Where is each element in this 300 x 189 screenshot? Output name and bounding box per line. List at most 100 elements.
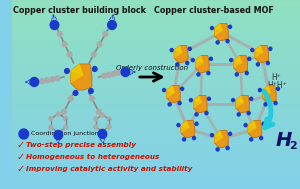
Bar (12, 29, 300, 30)
Polygon shape (234, 56, 248, 72)
Bar (12, 140, 300, 141)
Bar (12, 15, 300, 16)
Bar (12, 142, 300, 143)
Circle shape (176, 63, 179, 66)
Circle shape (68, 96, 73, 101)
Bar (12, 86, 300, 87)
Bar (12, 9, 300, 10)
Polygon shape (248, 121, 256, 128)
Polygon shape (71, 71, 83, 83)
Bar (12, 128, 300, 129)
Circle shape (94, 125, 98, 129)
Circle shape (195, 113, 198, 116)
Polygon shape (236, 100, 244, 108)
Bar (12, 174, 300, 175)
Bar (12, 27, 300, 28)
Bar (12, 129, 300, 130)
Circle shape (264, 103, 267, 106)
Circle shape (92, 52, 96, 57)
Bar (12, 50, 300, 51)
Bar (12, 143, 300, 144)
Circle shape (30, 77, 39, 87)
Text: Homogeneous to heterogeneous: Homogeneous to heterogeneous (26, 154, 159, 160)
Bar (12, 183, 300, 184)
Polygon shape (174, 50, 182, 58)
Bar (12, 179, 300, 180)
Polygon shape (195, 56, 203, 63)
Bar (12, 166, 300, 167)
Bar (12, 109, 300, 110)
Bar (12, 97, 300, 98)
Polygon shape (194, 96, 207, 112)
Polygon shape (71, 64, 92, 90)
Polygon shape (234, 56, 242, 63)
Circle shape (197, 73, 200, 76)
Bar (12, 33, 300, 34)
Bar (12, 156, 300, 157)
Bar (12, 95, 300, 96)
Text: H⁺: H⁺ (271, 73, 281, 81)
Bar (12, 36, 300, 37)
Polygon shape (71, 64, 83, 75)
Polygon shape (262, 90, 271, 98)
Circle shape (209, 57, 212, 60)
Bar (12, 147, 300, 148)
Bar (12, 98, 300, 99)
Bar (12, 134, 300, 135)
Bar (12, 44, 300, 45)
Bar (12, 165, 300, 166)
Bar (12, 112, 300, 113)
Bar (12, 123, 300, 124)
Bar (12, 71, 300, 72)
Circle shape (216, 41, 219, 44)
Circle shape (56, 130, 60, 134)
Bar (12, 83, 300, 84)
Polygon shape (262, 86, 271, 93)
Circle shape (45, 78, 50, 83)
Bar (12, 42, 300, 43)
Bar (12, 65, 300, 66)
Text: Coordination junction: Coordination junction (32, 132, 99, 136)
Circle shape (103, 32, 108, 37)
Bar (12, 184, 300, 185)
Circle shape (237, 113, 240, 116)
Circle shape (62, 42, 67, 47)
Bar (12, 117, 300, 118)
Bar (12, 119, 300, 120)
Polygon shape (214, 28, 223, 36)
Bar (12, 75, 300, 76)
Bar (12, 1, 300, 2)
Bar (12, 99, 300, 100)
Bar (12, 16, 300, 17)
Circle shape (248, 57, 251, 60)
Polygon shape (181, 121, 189, 128)
Polygon shape (181, 125, 189, 133)
Bar (12, 66, 300, 67)
Bar (12, 51, 300, 52)
Bar (12, 177, 300, 178)
Text: Improving catalytic activity and stability: Improving catalytic activity and stabili… (26, 166, 192, 172)
Bar (12, 23, 300, 24)
Bar (12, 144, 300, 145)
Bar (12, 47, 300, 48)
Bar (12, 48, 300, 49)
Circle shape (49, 116, 53, 121)
Circle shape (235, 73, 238, 76)
Bar (12, 185, 300, 186)
Bar (12, 168, 300, 169)
Circle shape (229, 25, 232, 28)
Circle shape (100, 129, 104, 133)
Bar (12, 46, 300, 47)
Bar (12, 81, 300, 82)
Circle shape (106, 72, 111, 77)
Bar (12, 76, 300, 77)
Circle shape (97, 42, 102, 47)
Bar (12, 88, 300, 89)
Bar (12, 2, 300, 3)
Bar (12, 105, 300, 106)
Bar (12, 12, 300, 13)
Bar (12, 124, 300, 125)
Circle shape (94, 117, 98, 121)
Bar (12, 58, 300, 59)
Circle shape (277, 87, 280, 90)
